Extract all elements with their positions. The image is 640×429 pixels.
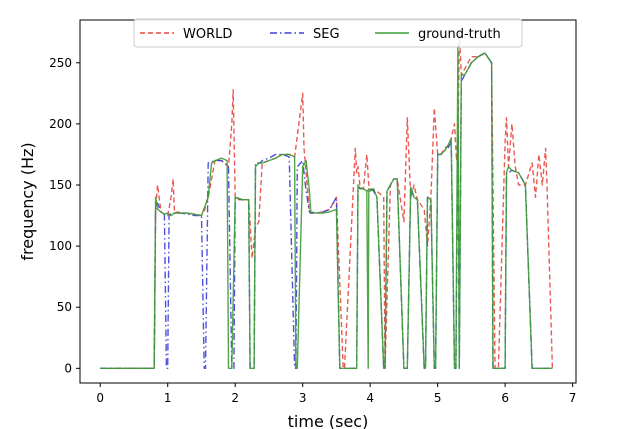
x-tick-label: 0 [96,391,104,405]
legend: WORLD SEG ground-truth [133,18,523,48]
y-tick-label: 0 [64,361,72,375]
series-line-seg [100,52,553,369]
legend-label: WORLD [183,27,232,42]
y-axis-label: frequency (Hz) [18,142,37,260]
y-tick-label: 250 [49,56,72,70]
x-tick-label: 4 [366,391,374,405]
x-axis-label: time (sec) [288,412,369,429]
series-line-ground-truth [100,43,553,369]
x-tick-label: 6 [501,391,509,405]
y-tick-label: 150 [49,178,72,192]
x-tick-label: 2 [231,391,239,405]
legend-label: SEG [313,27,340,42]
x-tick-label: 3 [299,391,307,405]
x-tick-label: 5 [434,391,442,405]
x-tick-label: 7 [569,391,577,405]
y-axis: 0 50 100 150 200 250 [49,56,80,375]
y-tick-label: 50 [57,300,72,314]
x-tick-label: 1 [164,391,172,405]
y-tick-label: 100 [49,239,72,253]
legend-label: ground-truth [418,27,501,42]
plot-lines [100,31,554,369]
y-tick-label: 200 [49,117,72,131]
x-axis: 0 1 2 3 4 5 6 7 [96,383,576,405]
legend-box [133,18,523,48]
